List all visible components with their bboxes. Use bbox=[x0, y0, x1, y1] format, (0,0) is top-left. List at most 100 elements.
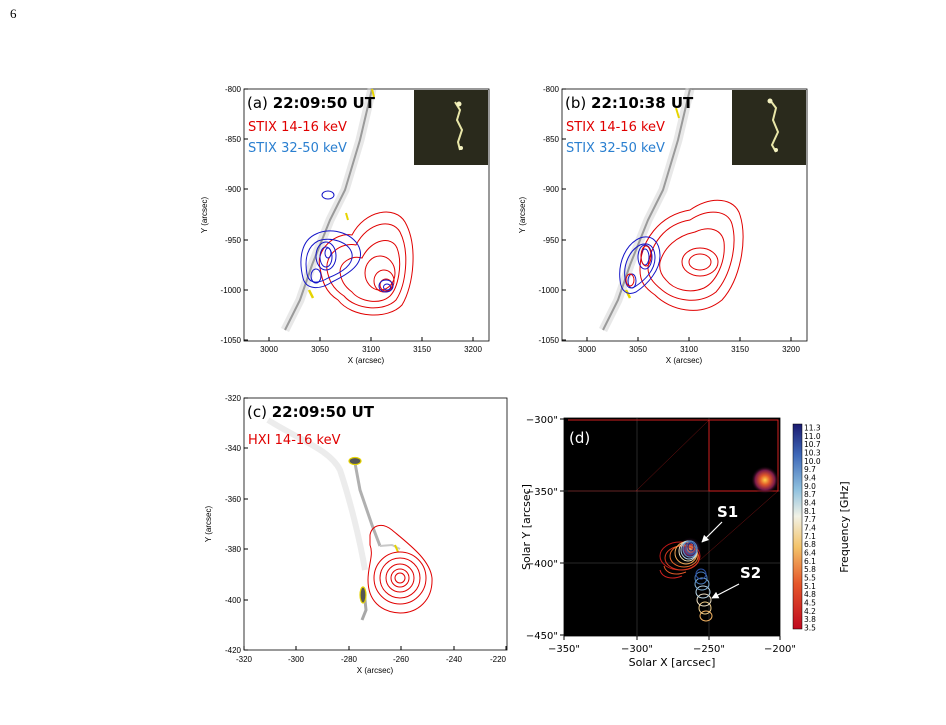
panel-a-title: (a) 22:09:50 UT bbox=[247, 94, 376, 112]
panel-d-ytick: −300" bbox=[526, 415, 558, 426]
colorbar-tick-label: 3.5 bbox=[804, 624, 816, 633]
panel-b-ytick: -800 bbox=[543, 85, 560, 94]
colorbar-tick-label: 9.7 bbox=[804, 465, 816, 474]
colorbar-tick-label: 4.8 bbox=[804, 590, 816, 599]
panel-c-ytick: -400 bbox=[225, 596, 242, 605]
panel-c-ytick: -360 bbox=[225, 495, 242, 504]
panel-b-xtick: 3100 bbox=[680, 345, 698, 354]
panel-a-xtick: 3100 bbox=[362, 345, 380, 354]
panel-a-inset bbox=[414, 90, 488, 165]
colorbar-tick-label: 10.7 bbox=[804, 440, 821, 449]
colorbar-tick-label: 10.0 bbox=[804, 457, 821, 466]
zoom-box bbox=[708, 419, 779, 492]
s2-arrow bbox=[711, 583, 740, 599]
panel-b-x-ticks: 3000 3050 3100 3150 3200 bbox=[578, 337, 800, 354]
panel-b-xlabel: X (arcsec) bbox=[666, 356, 703, 365]
panel-d-ytick: −350" bbox=[526, 487, 558, 498]
panel-c-title: (c) 22:09:50 UT bbox=[247, 403, 375, 421]
colorbar-ticks: 11.311.010.710.310.09.79.49.08.78.48.17.… bbox=[804, 424, 821, 633]
colorbar-tick-label: 5.1 bbox=[804, 582, 816, 591]
panel-b-ytick: -950 bbox=[543, 236, 560, 245]
panel-d-xtick: −350" bbox=[548, 644, 580, 655]
colorbar-tick-label: 10.3 bbox=[804, 449, 821, 458]
frequency-colorbar bbox=[792, 423, 803, 630]
panel-c-time: 22:09:50 UT bbox=[272, 403, 375, 421]
panel-c-label: (c) bbox=[247, 403, 267, 421]
panel-a-xtick: 3000 bbox=[260, 345, 278, 354]
panel-c-xtick: -280 bbox=[341, 655, 358, 664]
panel-c-x-ticks: -320 -300 -280 -260 -240 -220 bbox=[236, 646, 507, 664]
panel-d-ylabel: Solar Y [arcsec] bbox=[520, 484, 533, 570]
page-number: 6 bbox=[10, 6, 17, 21]
panel-b-legend-blue: STIX 32-50 keV bbox=[566, 141, 665, 156]
panel-b-y-ticks: -800 -850 -900 -950 -1000 -1050 bbox=[539, 85, 566, 345]
colorbar-tick-label: 4.2 bbox=[804, 607, 816, 616]
colorbar-tick-label: 4.5 bbox=[804, 599, 816, 608]
panel-a: 3000 3050 3100 3150 3200 -800 -850 -900 … bbox=[200, 85, 490, 365]
panel-a-xtick: 3200 bbox=[464, 345, 482, 354]
panel-a-xtick: 3050 bbox=[311, 345, 329, 354]
colorbar-tick-label: 6.1 bbox=[804, 557, 816, 566]
colorbar-tick-label: 7.4 bbox=[804, 524, 816, 533]
panel-b-ytick: -900 bbox=[543, 185, 560, 194]
loop-feature bbox=[602, 88, 691, 331]
colorbar-tick-label: 5.8 bbox=[804, 565, 816, 574]
panel-a-ytick: -800 bbox=[225, 85, 242, 94]
panel-c-xlabel: X (arcsec) bbox=[357, 666, 394, 675]
panel-c-xtick: -240 bbox=[446, 655, 463, 664]
panel-b-label: (b) bbox=[565, 94, 586, 112]
panel-b-title: (b) 22:10:38 UT bbox=[565, 94, 694, 112]
panel-c: -320 -300 -280 -260 -240 -220 -320 -340 … bbox=[204, 394, 508, 675]
footpoint-bottom bbox=[359, 586, 367, 604]
panel-d-frame bbox=[563, 417, 781, 637]
panel-a-y-ticks: -800 -850 -900 -950 -1000 -1050 bbox=[221, 85, 248, 345]
panel-a-ytick: -950 bbox=[225, 236, 242, 245]
colorbar-tick-label: 5.5 bbox=[804, 574, 816, 583]
panel-a-ytick: -850 bbox=[225, 135, 242, 144]
source-label-s1: S1 bbox=[717, 503, 738, 521]
panel-d-ytick: −400" bbox=[526, 559, 558, 570]
stix-32-50-contours bbox=[300, 190, 394, 293]
panel-b-ytick: -1050 bbox=[539, 336, 560, 345]
panel-a-x-ticks: 3000 3050 3100 3150 3200 bbox=[260, 337, 482, 354]
panel-d-xtick: −200" bbox=[764, 644, 796, 655]
panel-d-y-ticks: −300" −350" −400" −450" bbox=[526, 415, 564, 642]
panel-c-xtick: -260 bbox=[393, 655, 410, 664]
panel-b-xtick: 3000 bbox=[578, 345, 596, 354]
colorbar-tick-label: 9.0 bbox=[804, 482, 816, 491]
panel-b-xtick: 3050 bbox=[629, 345, 647, 354]
panel-a-legend-blue: STIX 32-50 keV bbox=[248, 141, 347, 156]
colorbar-tick-label: 6.4 bbox=[804, 549, 816, 558]
colorbar-tick-label: 9.4 bbox=[804, 474, 816, 483]
panel-b-legend-red: STIX 14-16 keV bbox=[566, 120, 665, 135]
panel-c-ytick: -380 bbox=[225, 545, 242, 554]
panel-c-xtick: -320 bbox=[236, 655, 253, 664]
panel-c-ytick: -420 bbox=[225, 646, 242, 655]
panel-c-y-ticks: -320 -340 -360 -380 -400 -420 bbox=[225, 394, 248, 655]
panel-b-xtick: 3150 bbox=[731, 345, 749, 354]
panel-c-ytick: -340 bbox=[225, 444, 242, 453]
panel-a-xtick: 3150 bbox=[413, 345, 431, 354]
panel-b-ytick: -850 bbox=[543, 135, 560, 144]
stix-14-16-contours bbox=[639, 199, 744, 311]
loop-feature bbox=[284, 88, 373, 331]
panel-a-label: (a) bbox=[247, 94, 268, 112]
panel-a-xlabel: X (arcsec) bbox=[348, 356, 385, 365]
panel-d: S1 S2 (d) −350" −300" −250" −200" −300" … bbox=[520, 415, 851, 669]
panel-c-xtick: -220 bbox=[490, 655, 507, 664]
footpoint-top bbox=[348, 456, 362, 466]
colorbar-tick-label: 11.0 bbox=[804, 432, 821, 441]
panel-a-ytick: -1050 bbox=[221, 336, 242, 345]
colorbar-tick-label: 7.7 bbox=[804, 515, 816, 524]
panel-d-label: (d) bbox=[569, 429, 590, 447]
hxi-14-16-contours bbox=[367, 524, 433, 614]
panel-c-frame bbox=[243, 397, 508, 651]
colorbar-tick-label: 8.1 bbox=[804, 507, 816, 516]
panel-a-time: 22:09:50 UT bbox=[273, 94, 376, 112]
panel-b: 3000 3050 3100 3150 3200 -800 -850 -900 … bbox=[518, 85, 808, 365]
panel-c-legend-red: HXI 14-16 keV bbox=[248, 433, 341, 448]
colorbar-label: Frequency [GHz] bbox=[838, 481, 851, 572]
panel-c-ylabel: Y (arcsec) bbox=[204, 506, 213, 543]
panel-c-xtick: -300 bbox=[288, 655, 305, 664]
source-label-s2: S2 bbox=[740, 564, 761, 582]
